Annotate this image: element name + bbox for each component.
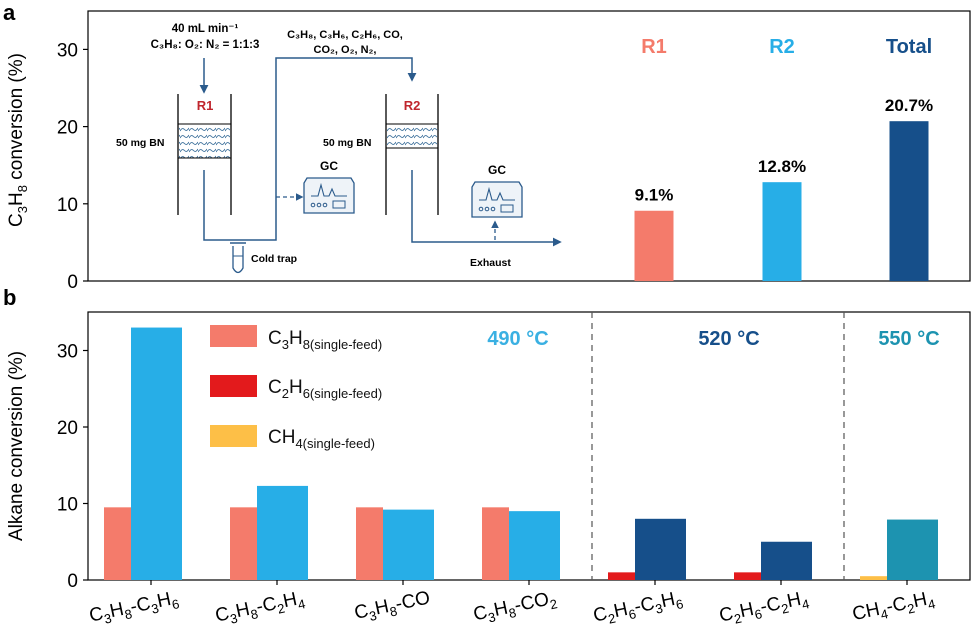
category-label-total: Total	[886, 36, 932, 58]
bar-single-feed-4	[608, 572, 635, 580]
y-tick-label: 20	[57, 418, 78, 439]
r2-label: R2	[404, 98, 421, 113]
gc-label-1: GC	[320, 159, 338, 173]
bar-co-feed-5	[761, 541, 812, 580]
legend-swatch-c3h8	[210, 325, 257, 347]
feed-ratio-label: C₃H₈: O₂: N₂ = 1:1:3	[151, 39, 260, 51]
gc-instrument-icon	[303, 177, 355, 214]
bar-r1	[634, 210, 674, 281]
flow-rate-label: 40 mL min⁻¹	[172, 23, 239, 35]
legend-swatch-c2h6	[210, 375, 257, 397]
exhaust-label: Exhaust	[470, 257, 511, 269]
legend-label-c3h8: C3H8(single-feed)	[268, 328, 382, 352]
y-tick-label: 30	[57, 342, 78, 363]
data-label-r2: 12.8%	[758, 157, 806, 176]
x-tick-label: C3H8-CO	[353, 587, 433, 626]
data-label-total: 20.7%	[885, 96, 933, 115]
y-tick-label: 0	[67, 571, 78, 592]
x-tick-label: C3H8-C2H4	[213, 587, 306, 629]
panel-b-x-tick-labels: C3H8-C3H6 C3H8-C2H4 C3H8-CO C3H8-CO2 C2H6-C3…	[87, 587, 937, 629]
x-tick-label: C2H6-C3H6	[591, 587, 684, 629]
bar-single-feed-5	[734, 572, 761, 580]
panel-b-y-axis: 0 10 20 30	[57, 342, 88, 592]
cold-trap-icon	[230, 242, 246, 274]
y-tick-label: 30	[57, 40, 78, 61]
panel-a-bars: 9.1% R1 12.8% R2 20.7% Total	[634, 36, 933, 281]
bar-co-feed-1	[257, 485, 308, 580]
bn-label-r1: 50 mg BN	[116, 137, 164, 149]
panel-a-frame	[87, 10, 971, 282]
reactor-r1	[177, 94, 232, 215]
gc-label-2: GC	[488, 163, 506, 177]
products-line-1: C₃H₈, C₃H₆, C₂H₆, CO,	[287, 29, 403, 41]
bn-label-r2: 50 mg BN	[323, 137, 371, 149]
y-tick-label: 10	[57, 495, 78, 516]
bar-single-feed-3	[482, 507, 509, 580]
bar-total	[889, 121, 929, 281]
legend-swatch-ch4	[210, 425, 257, 447]
r1-label: R1	[197, 98, 214, 113]
panel-b-bars	[104, 327, 938, 585]
category-label-r1: R1	[641, 36, 667, 58]
legend: C3H8(single-feed) C2H6(single-feed) CH4(…	[210, 325, 382, 451]
bar-single-feed-0	[104, 507, 131, 580]
temperature-dividers	[591, 312, 845, 580]
bar-r2	[762, 182, 802, 281]
bar-single-feed-1	[230, 507, 257, 580]
bar-co-feed-6	[887, 519, 938, 580]
y-tick-label: 10	[57, 195, 78, 216]
x-tick-label: C3H8-C3H6	[87, 587, 180, 629]
bar-single-feed-6	[860, 576, 887, 580]
data-label-r1: 9.1%	[635, 186, 674, 205]
panel-b-ylabel: Alkane conversion (%)	[6, 351, 27, 541]
bar-single-feed-2	[356, 507, 383, 580]
bar-co-feed-0	[131, 327, 182, 580]
bar-co-feed-3	[509, 511, 560, 580]
reactor-r2	[385, 94, 439, 215]
temp-label-550: 550 °C	[878, 328, 939, 350]
panel-b-letter: b	[3, 285, 16, 310]
x-tick-label: C3H8-CO2	[472, 587, 559, 628]
legend-label-c2h6: C2H6(single-feed)	[268, 377, 382, 401]
category-label-r2: R2	[769, 36, 795, 58]
temp-label-520: 520 °C	[698, 328, 759, 350]
panel-a-letter: a	[3, 0, 16, 25]
temp-label-490: 490 °C	[487, 328, 548, 350]
panel-a-y-axis: 0 10 20 30	[57, 40, 88, 293]
x-tick-label: C2H6-C2H4	[717, 587, 810, 629]
bar-co-feed-2	[383, 509, 434, 580]
legend-label-ch4: CH4(single-feed)	[268, 427, 375, 451]
products-line-2: CO₂, O₂, N₂,	[314, 44, 377, 56]
y-tick-label: 20	[57, 118, 78, 139]
gc-instrument-icon-2	[471, 181, 523, 218]
x-tick-label: CH4-C2H4	[851, 587, 937, 628]
panel-a-ylabel: C3H8 conversion (%)	[6, 53, 30, 227]
flow-diagram: 40 mL min⁻¹ C₃H₈: O₂: N₂ = 1:1:3 R1 50 m…	[116, 23, 562, 274]
y-tick-label: 0	[67, 272, 78, 293]
bar-co-feed-4	[635, 518, 686, 580]
cold-trap-label: Cold trap	[251, 253, 297, 265]
